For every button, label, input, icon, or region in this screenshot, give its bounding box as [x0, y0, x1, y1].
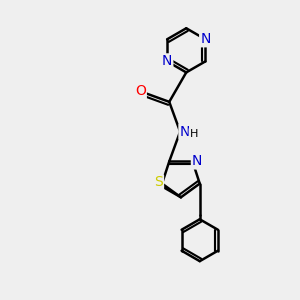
Text: H: H [190, 129, 198, 139]
Text: N: N [179, 124, 190, 139]
Text: N: N [192, 154, 202, 168]
Text: O: O [135, 84, 146, 98]
Text: S: S [154, 176, 163, 190]
Text: N: N [162, 54, 172, 68]
Text: N: N [200, 32, 211, 46]
